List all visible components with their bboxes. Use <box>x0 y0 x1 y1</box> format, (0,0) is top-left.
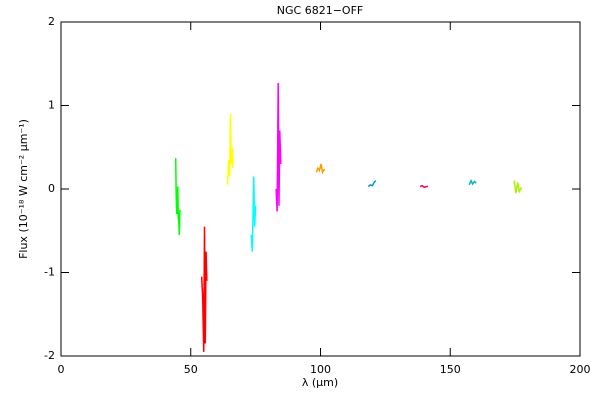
chart-title: NGC 6821−OFF <box>277 4 363 17</box>
x-axis-label: λ (μm) <box>302 376 338 389</box>
plot-frame <box>60 21 581 357</box>
spectrum-line <box>226 113 234 185</box>
x-tick-label: 0 <box>58 363 65 376</box>
y-tick-label: -1 <box>44 266 55 279</box>
y-tick-label: -2 <box>44 349 55 362</box>
x-tick-label: 50 <box>184 363 198 376</box>
spectrum-line <box>367 180 377 188</box>
spectrum-line <box>468 178 477 186</box>
spectrum-line <box>419 184 428 189</box>
y-tick-label: 2 <box>48 15 55 28</box>
x-tick-label: 100 <box>310 363 331 376</box>
spectrum-line <box>275 82 282 212</box>
spectrum-line <box>200 226 208 352</box>
y-axis-label: Flux (10⁻¹⁸ W cm⁻² μm⁻¹) <box>17 119 30 259</box>
spectrum-line <box>513 180 523 194</box>
x-tick-label: 200 <box>570 363 591 376</box>
spectrum-line <box>174 158 181 235</box>
y-tick-label: 0 <box>48 182 55 195</box>
y-tick-label: 1 <box>48 99 55 112</box>
spectrum-line <box>250 176 257 252</box>
spectrum-line <box>315 163 326 175</box>
x-tick-label: 150 <box>440 363 461 376</box>
